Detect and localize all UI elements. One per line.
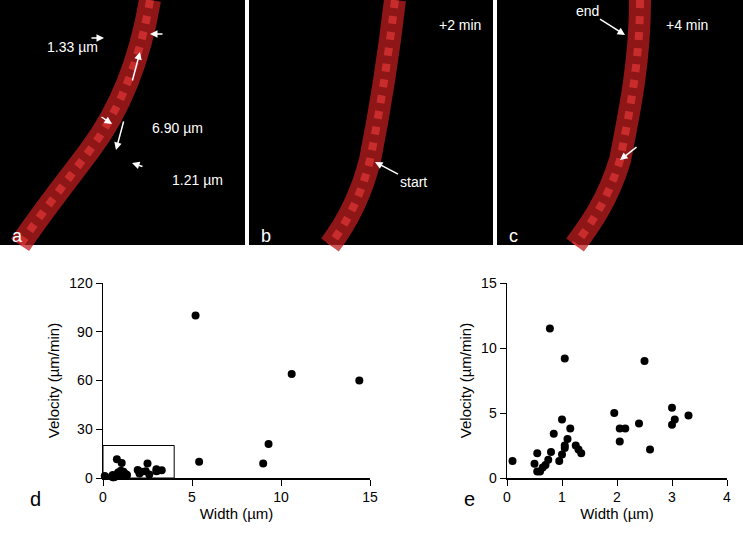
svg-text:e: e bbox=[464, 488, 475, 510]
svg-text:120: 120 bbox=[69, 275, 93, 291]
svg-text:10: 10 bbox=[273, 489, 289, 505]
svg-text:Width (µm): Width (µm) bbox=[580, 505, 654, 522]
svg-text:6.90 µm: 6.90 µm bbox=[152, 120, 203, 136]
svg-text:a: a bbox=[12, 226, 23, 246]
svg-text:0: 0 bbox=[99, 489, 107, 505]
svg-text:15: 15 bbox=[362, 489, 378, 505]
svg-text:10: 10 bbox=[481, 340, 497, 356]
svg-text:90: 90 bbox=[77, 324, 93, 340]
svg-text:b: b bbox=[261, 226, 271, 246]
svg-text:2: 2 bbox=[613, 489, 621, 505]
svg-text:3: 3 bbox=[668, 489, 676, 505]
svg-text:0: 0 bbox=[503, 489, 511, 505]
svg-text:30: 30 bbox=[77, 421, 93, 437]
svg-text:+2 min: +2 min bbox=[439, 17, 481, 33]
svg-text:0: 0 bbox=[85, 470, 93, 486]
svg-text:Velocity (µm/min): Velocity (µm/min) bbox=[45, 323, 62, 438]
svg-text:1.33 µm: 1.33 µm bbox=[47, 39, 98, 55]
svg-text:1.21 µm: 1.21 µm bbox=[172, 172, 223, 188]
svg-text:0: 0 bbox=[489, 470, 497, 486]
svg-text:end: end bbox=[576, 3, 599, 19]
svg-text:5: 5 bbox=[188, 489, 196, 505]
svg-text:15: 15 bbox=[481, 275, 497, 291]
svg-text:5: 5 bbox=[489, 405, 497, 421]
svg-text:60: 60 bbox=[77, 372, 93, 388]
svg-text:1: 1 bbox=[558, 489, 566, 505]
svg-text:c: c bbox=[509, 226, 518, 246]
svg-text:+4 min: +4 min bbox=[666, 17, 708, 33]
svg-text:4: 4 bbox=[723, 489, 731, 505]
svg-text:d: d bbox=[30, 488, 41, 510]
svg-text:start: start bbox=[400, 174, 427, 190]
svg-text:Velocity (µm/min): Velocity (µm/min) bbox=[457, 323, 474, 438]
svg-text:Width (µm): Width (µm) bbox=[200, 505, 274, 522]
